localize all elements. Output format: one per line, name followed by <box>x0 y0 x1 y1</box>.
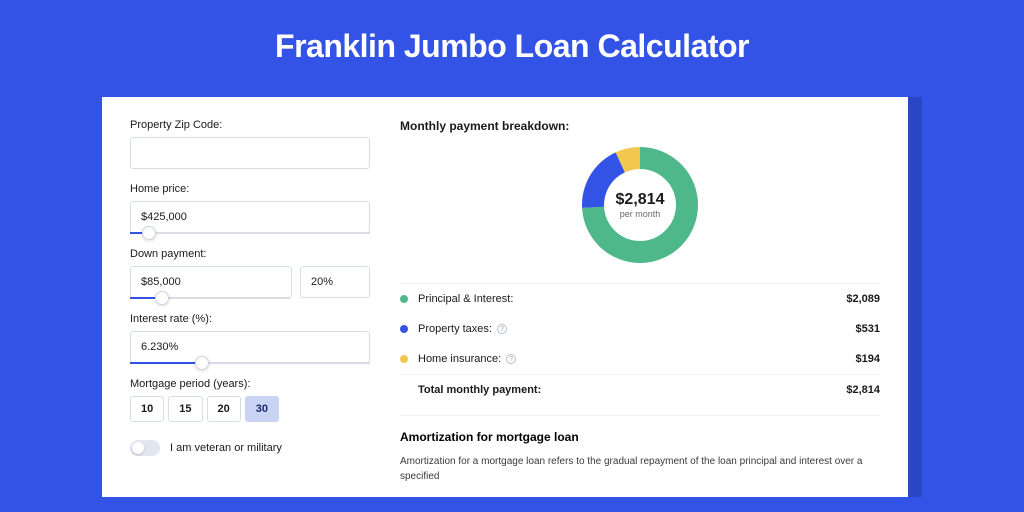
donut-amount: $2,814 <box>616 191 665 209</box>
field-home-price: Home price: <box>130 183 370 234</box>
legend-label-total: Total monthly payment: <box>418 384 846 396</box>
calculator-card: Property Zip Code: Home price: Down paym… <box>102 97 908 497</box>
info-icon[interactable]: ? <box>506 354 516 364</box>
period-option-10[interactable]: 10 <box>130 396 164 422</box>
mortgage-period-options: 10 15 20 30 <box>130 396 370 422</box>
zip-input[interactable] <box>130 137 370 169</box>
legend-label-principal: Principal & Interest: <box>418 293 846 305</box>
breakdown-column: Monthly payment breakdown: $2,814 per mo… <box>400 119 880 497</box>
period-option-15[interactable]: 15 <box>168 396 202 422</box>
legend-text-principal: Principal & Interest: <box>418 293 513 305</box>
donut-center: $2,814 per month <box>580 145 700 265</box>
veteran-toggle[interactable] <box>130 440 160 456</box>
amortization-section: Amortization for mortgage loan Amortizat… <box>400 415 880 484</box>
swatch-principal <box>400 295 408 303</box>
field-zip: Property Zip Code: <box>130 119 370 169</box>
card-shadow: Property Zip Code: Home price: Down paym… <box>102 97 922 497</box>
period-option-30[interactable]: 30 <box>245 396 279 422</box>
legend-label-insurance: Home insurance: ? <box>418 353 856 365</box>
legend-row-taxes: Property taxes: ? $531 <box>400 314 880 344</box>
legend-value-total: $2,814 <box>846 384 880 396</box>
legend-label-taxes: Property taxes: ? <box>418 323 856 335</box>
amortization-text: Amortization for a mortgage loan refers … <box>400 454 880 484</box>
period-option-20[interactable]: 20 <box>207 396 241 422</box>
donut-sub: per month <box>620 209 661 219</box>
legend: Principal & Interest: $2,089 Property ta… <box>400 283 880 405</box>
interest-rate-slider[interactable] <box>130 362 370 364</box>
breakdown-title: Monthly payment breakdown: <box>400 119 880 133</box>
down-payment-pct-input[interactable] <box>300 266 370 298</box>
info-icon[interactable]: ? <box>497 324 507 334</box>
donut-chart-wrap: $2,814 per month <box>400 133 880 283</box>
donut-chart: $2,814 per month <box>580 145 700 265</box>
home-price-slider-thumb[interactable] <box>142 226 156 240</box>
field-mortgage-period: Mortgage period (years): 10 15 20 30 <box>130 378 370 422</box>
down-payment-amount-input[interactable] <box>130 266 292 298</box>
veteran-label: I am veteran or military <box>170 442 282 454</box>
interest-rate-slider-fill <box>130 362 202 364</box>
zip-label: Property Zip Code: <box>130 119 370 131</box>
field-down-payment: Down payment: <box>130 248 370 299</box>
down-payment-slider-thumb[interactable] <box>155 291 169 305</box>
home-price-input[interactable] <box>130 201 370 233</box>
field-interest-rate: Interest rate (%): <box>130 313 370 364</box>
mortgage-period-label: Mortgage period (years): <box>130 378 370 390</box>
form-column: Property Zip Code: Home price: Down paym… <box>130 119 370 497</box>
legend-row-principal: Principal & Interest: $2,089 <box>400 284 880 314</box>
legend-value-insurance: $194 <box>856 353 880 365</box>
veteran-row: I am veteran or military <box>130 440 370 456</box>
interest-rate-input[interactable] <box>130 331 370 363</box>
interest-rate-label: Interest rate (%): <box>130 313 370 325</box>
veteran-toggle-knob <box>132 442 144 454</box>
down-payment-slider[interactable] <box>130 297 290 299</box>
swatch-insurance <box>400 355 408 363</box>
legend-row-total: Total monthly payment: $2,814 <box>400 374 880 405</box>
legend-text-taxes: Property taxes: <box>418 323 492 335</box>
page-title: Franklin Jumbo Loan Calculator <box>0 0 1024 97</box>
home-price-label: Home price: <box>130 183 370 195</box>
legend-text-insurance: Home insurance: <box>418 353 501 365</box>
amortization-title: Amortization for mortgage loan <box>400 430 880 444</box>
legend-value-taxes: $531 <box>856 323 880 335</box>
legend-row-insurance: Home insurance: ? $194 <box>400 344 880 374</box>
down-payment-label: Down payment: <box>130 248 370 260</box>
legend-value-principal: $2,089 <box>846 293 880 305</box>
interest-rate-slider-thumb[interactable] <box>195 356 209 370</box>
swatch-taxes <box>400 325 408 333</box>
home-price-slider[interactable] <box>130 232 370 234</box>
